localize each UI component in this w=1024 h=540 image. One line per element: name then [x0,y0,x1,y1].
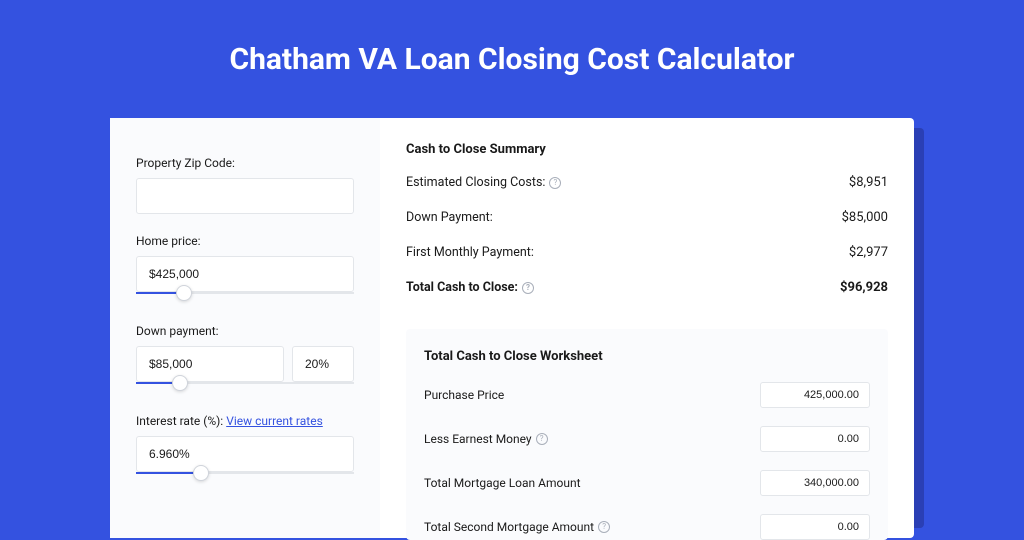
summary-row-value: $85,000 [842,210,888,225]
summary-row-value: $8,951 [849,175,888,190]
help-icon[interactable]: ? [549,177,561,189]
down-payment-field-group: Down payment: [136,324,354,394]
down-payment-percent-input[interactable] [292,346,354,382]
summary-row-label: First Monthly Payment: [406,245,534,260]
summary-row-label: Estimated Closing Costs:? [406,175,561,190]
worksheet-row: Less Earnest Money? [424,426,870,452]
home-price-slider[interactable] [136,290,354,304]
help-icon[interactable]: ? [598,521,610,533]
worksheet-row-input[interactable] [760,470,870,496]
down-payment-slider[interactable] [136,380,354,394]
worksheet-block: Total Cash to Close Worksheet Purchase P… [406,329,888,540]
summary-row-label: Total Cash to Close:? [406,280,534,295]
worksheet-row: Total Second Mortgage Amount? [424,514,870,540]
home-price-label: Home price: [136,234,354,248]
summary-row-value: $96,928 [840,280,888,295]
calculator-card: Property Zip Code: Home price: Down paym… [110,118,914,538]
down-payment-label: Down payment: [136,324,354,338]
summary-block: Cash to Close Summary Estimated Closing … [406,138,888,327]
interest-rate-slider[interactable] [136,470,354,484]
summary-row: Estimated Closing Costs:? $8,951 [406,175,888,190]
interest-rate-label: Interest rate (%): View current rates [136,414,354,428]
help-icon[interactable]: ? [536,433,548,445]
summary-row: Down Payment: $85,000 [406,210,888,225]
worksheet-rows: Purchase Price Less Earnest Money? Total M… [424,382,870,540]
worksheet-row-label: Purchase Price [424,388,504,402]
home-price-input[interactable] [136,256,354,292]
summary-rows: Estimated Closing Costs:? $8,951 Down Paym… [406,175,888,295]
page-title: Chatham VA Loan Closing Cost Calculator [0,0,1024,105]
results-panel: Cash to Close Summary Estimated Closing … [380,118,914,538]
slider-thumb[interactable] [172,375,188,391]
interest-rate-field-group: Interest rate (%): View current rates [136,414,354,484]
inputs-panel: Property Zip Code: Home price: Down paym… [110,118,380,538]
zip-input[interactable] [136,178,354,214]
help-icon[interactable]: ? [522,282,534,294]
worksheet-title: Total Cash to Close Worksheet [424,349,870,364]
worksheet-row-input[interactable] [760,382,870,408]
zip-label: Property Zip Code: [136,156,354,170]
interest-rate-input[interactable] [136,436,354,472]
worksheet-row: Purchase Price [424,382,870,408]
worksheet-row-label: Total Mortgage Loan Amount [424,476,581,490]
slider-thumb[interactable] [193,465,209,481]
summary-row-value: $2,977 [849,245,888,260]
slider-fill [136,472,201,474]
home-price-field-group: Home price: [136,234,354,304]
view-rates-link[interactable]: View current rates [226,414,323,428]
summary-row-label: Down Payment: [406,210,493,225]
slider-thumb[interactable] [176,285,192,301]
zip-field-group: Property Zip Code: [136,156,354,214]
down-payment-amount-input[interactable] [136,346,284,382]
interest-rate-label-text: Interest rate (%): [136,414,226,428]
summary-row: First Monthly Payment: $2,977 [406,245,888,260]
worksheet-row-label: Less Earnest Money? [424,432,548,446]
worksheet-row-input[interactable] [760,514,870,540]
worksheet-row: Total Mortgage Loan Amount [424,470,870,496]
summary-title: Cash to Close Summary [406,142,888,157]
summary-row: Total Cash to Close:? $96,928 [406,280,888,295]
worksheet-row-label: Total Second Mortgage Amount? [424,520,610,534]
worksheet-row-input[interactable] [760,426,870,452]
